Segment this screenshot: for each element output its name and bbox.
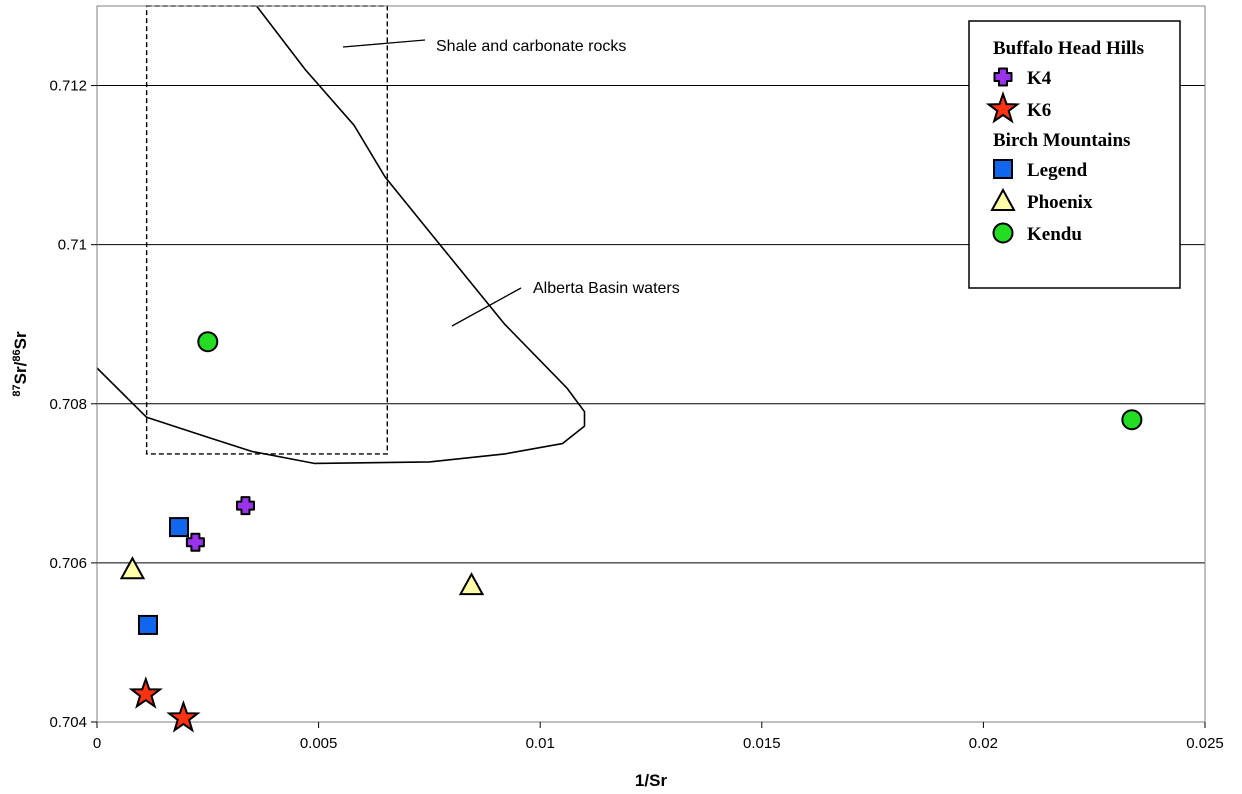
point-k6-0	[128, 676, 163, 709]
legend-label-phoenix: Phoenix	[1027, 192, 1093, 213]
point-k4-0	[235, 496, 255, 516]
point-kendu-1	[1121, 409, 1143, 431]
annotation-shale-carbonate: Shale and carbonate rocks	[436, 38, 626, 55]
point-kendu-0	[197, 331, 219, 353]
annotation-leader-alberta	[451, 287, 522, 327]
point-phoenix-0	[119, 556, 146, 580]
y-tick-label-2: 0.708	[49, 396, 87, 413]
y-axis-title-sup2: 86	[11, 349, 23, 361]
legend-label-k6: K6	[1027, 100, 1051, 121]
y-axis-title-part2: Sr	[11, 331, 30, 349]
y-tick-label-0: 0.704	[49, 714, 87, 731]
legend-marker-kendu	[992, 222, 1014, 244]
x-tick-label-0: 0	[93, 735, 101, 752]
legend-marker-k4	[993, 67, 1013, 87]
legend-label-k4: K4	[1027, 68, 1052, 89]
region-shale-and-carbonate-rocks	[145, 5, 388, 455]
data-points	[119, 331, 1143, 733]
legend-marker-k6	[985, 90, 1021, 124]
y-axis-title: 87Sr/86Sr	[11, 331, 30, 397]
x-axis-title: 1/Sr	[635, 771, 668, 790]
annotations: Shale and carbonate rocks Alberta Basin …	[342, 38, 680, 327]
point-k6-1	[166, 699, 201, 733]
x-tick-label-2: 0.01	[526, 735, 555, 752]
legend-heading-birch-mountains: Birch Mountains	[993, 130, 1130, 151]
annotation-leader-shale	[342, 39, 426, 48]
y-tick-label-3: 0.71	[58, 237, 87, 254]
legend: Buffalo Head Hills K4 K6 Birch Mountains Leg…	[968, 20, 1181, 289]
point-legend-1	[137, 614, 158, 635]
y-axis-title-part1: Sr/	[11, 361, 30, 384]
legend-box	[968, 20, 1181, 289]
x-tick-label-5: 0.025	[1186, 735, 1224, 752]
x-tick-label-3: 0.015	[743, 735, 781, 752]
legend-marker-legend	[993, 159, 1013, 179]
legend-heading-buffalo-head-hills: Buffalo Head Hills	[993, 38, 1144, 59]
point-phoenix-1	[458, 572, 485, 596]
y-tick-label-4: 0.712	[49, 78, 87, 95]
legend-label-legend: Legend	[1027, 160, 1088, 181]
axis-titles: 1/Sr 87Sr/86Sr	[11, 331, 667, 790]
point-legend-0	[168, 517, 189, 538]
x-tick-label-4: 0.02	[969, 735, 998, 752]
region-overlays	[96, 5, 586, 465]
legend-label-kendu: Kendu	[1027, 224, 1082, 245]
y-axis-title-sup1: 87	[11, 384, 23, 396]
annotation-alberta-basin: Alberta Basin waters	[533, 280, 680, 297]
axis-ticks: 0 0.005 0.01 0.015 0.02 0.025 0.704 0.706 0.708 0…	[49, 78, 1223, 752]
x-tick-label-1: 0.005	[300, 735, 338, 752]
y-tick-label-1: 0.706	[49, 555, 87, 572]
legend-marker-phoenix	[990, 187, 1016, 211]
point-k4-1	[185, 532, 205, 552]
plot-frame	[96, 5, 1206, 723]
region-alberta-basin-waters	[96, 5, 586, 465]
